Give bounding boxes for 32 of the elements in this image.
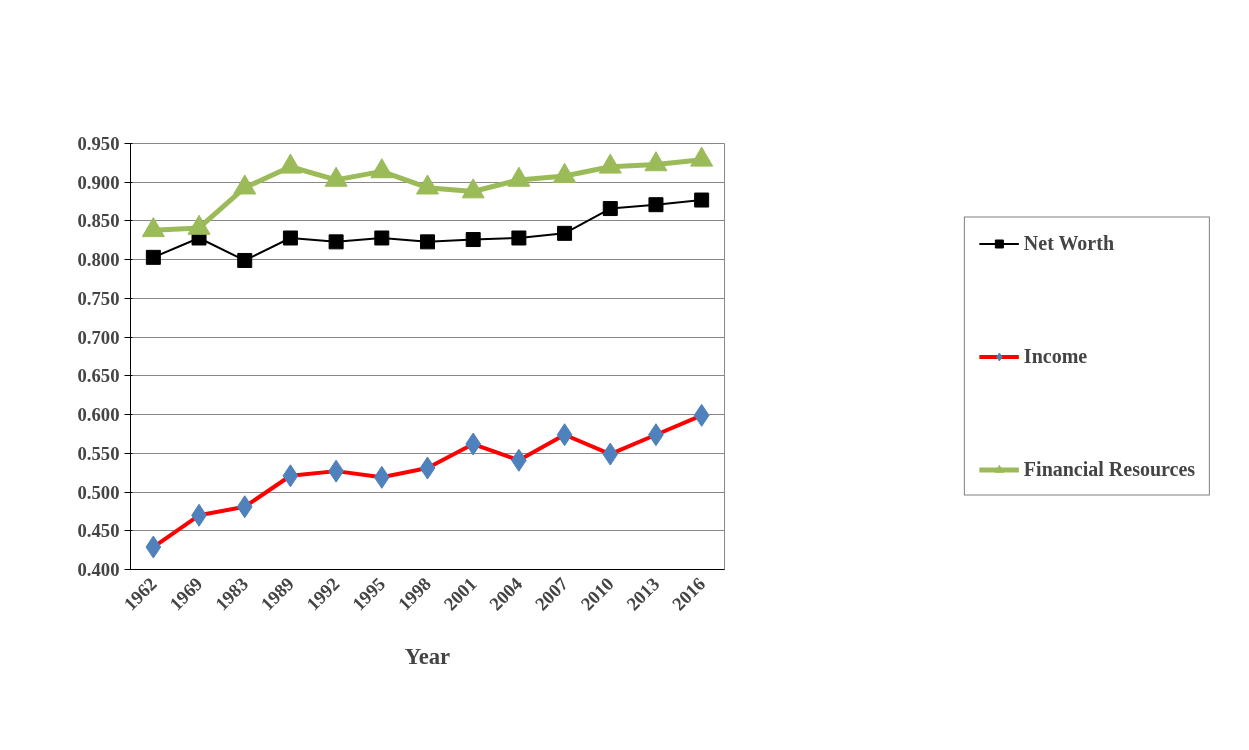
y-tick-label: 0.450 [77,520,120,542]
point [416,174,439,195]
y-tick-label: 0.550 [77,442,120,464]
point [233,174,257,195]
y-tick-label: 0.500 [77,481,120,503]
y-tick-label: 0.650 [77,365,120,387]
point [237,252,253,268]
legend-label: Financial Resources [1023,457,1196,481]
y-tick-label: 0.950 [77,133,120,154]
point [145,249,161,265]
y-tick-label: 0.900 [77,171,120,193]
y-tick-label: 0.750 [77,287,120,309]
y-tick-label: 0.700 [77,326,120,348]
x-axis-title: Year [404,644,451,670]
point [507,166,531,187]
point [141,217,165,238]
legend-label: Income [1023,344,1088,368]
y-tick-label: 0.400 [77,559,120,580]
y-tick-label: 0.850 [77,210,120,232]
y-tick-label: 0.800 [77,249,120,271]
point [370,158,394,179]
point [187,214,211,235]
point [461,178,485,199]
point [324,166,348,187]
point [557,225,573,241]
point [553,162,577,183]
point [278,153,302,174]
point [598,153,622,174]
legend-label: Net Worth [1023,231,1115,255]
y-tick-label: 0.600 [77,404,120,426]
point [644,151,668,172]
point [690,146,714,167]
